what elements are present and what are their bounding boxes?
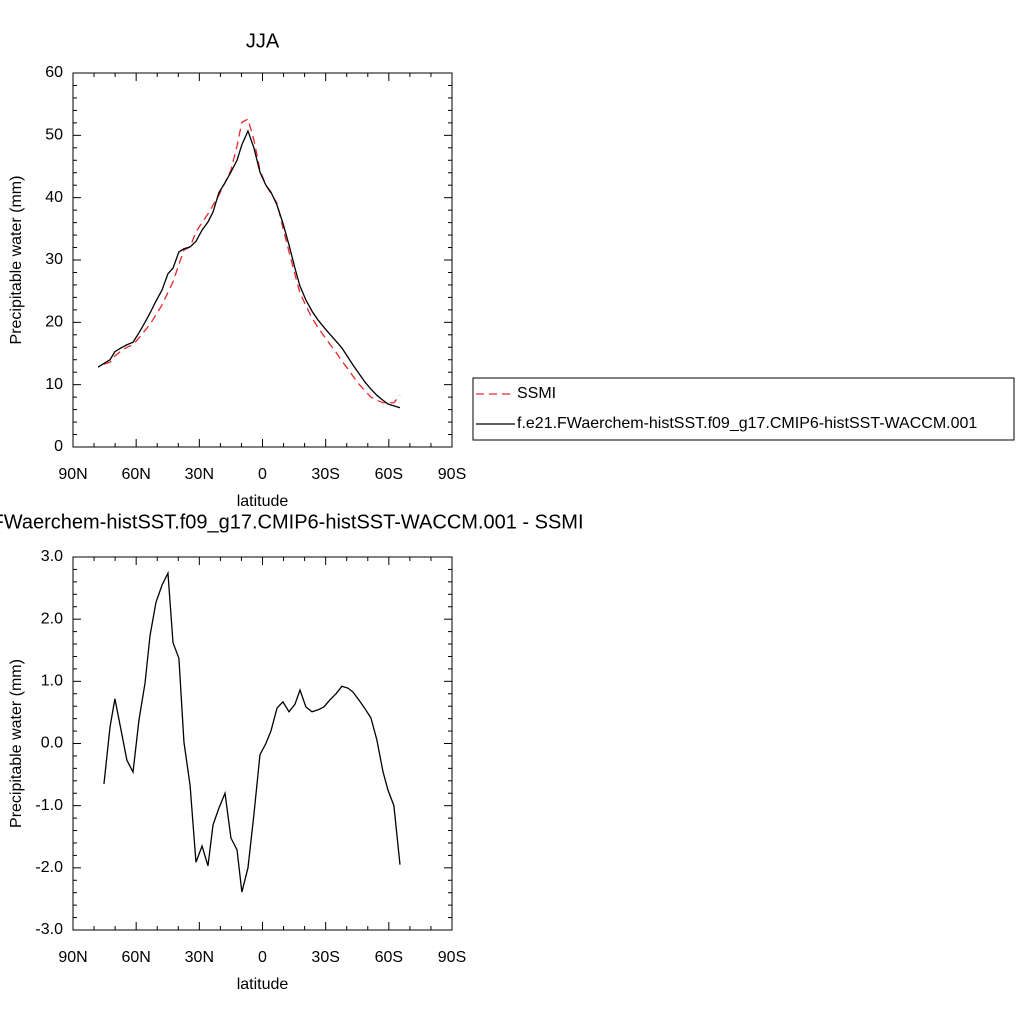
y-tick-label: 10 (45, 376, 63, 393)
x-tick-label: 30S (311, 466, 339, 483)
x-tick-label: 0 (258, 949, 267, 966)
x-tick-label: 30N (185, 466, 214, 483)
y-tick-label: 2.0 (41, 610, 63, 627)
x-tick-label: 0 (258, 466, 267, 483)
x-tick-label: 30N (185, 949, 214, 966)
legend-box (472, 377, 1015, 441)
x-tick-label: 90S (438, 949, 466, 966)
legend-label: f.e21.FWaerchem-histSST.f09_g17.CMIP6-hi… (517, 415, 977, 432)
x-tick-label: 60S (375, 949, 403, 966)
y-tick-label: -1.0 (35, 797, 63, 814)
x-tick-label: 60N (121, 949, 150, 966)
legend-label: SSMI (517, 385, 556, 402)
data-line (97, 129, 401, 409)
data-line (103, 118, 401, 404)
chart-title: f.e21.FWaerchem-histSST.f09_g17.CMIP6-hi… (0, 511, 584, 533)
chart-title: JJA (246, 30, 280, 52)
y-tick-label: -3.0 (35, 921, 63, 938)
x-tick-label: 90N (58, 949, 87, 966)
plot-frame (72, 72, 453, 448)
y-tick-label: 0 (54, 438, 63, 455)
x-tick-label: 90S (438, 466, 466, 483)
x-axis-label: latitude (237, 976, 289, 993)
y-tick-label: 60 (45, 64, 63, 81)
y-axis-label: Precipitable water (mm) (8, 176, 25, 345)
y-tick-label: 50 (45, 127, 63, 144)
plot-frame (72, 556, 453, 931)
x-tick-label: 30S (311, 949, 339, 966)
x-tick-label: 60S (375, 466, 403, 483)
y-tick-label: 0.0 (41, 735, 63, 752)
x-tick-label: 90N (58, 466, 87, 483)
y-tick-label: -2.0 (35, 859, 63, 876)
y-tick-label: 3.0 (41, 548, 63, 565)
y-axis-label: Precipitable water (mm) (8, 659, 25, 828)
x-axis-label: latitude (237, 493, 289, 510)
x-tick-label: 60N (121, 466, 150, 483)
y-tick-label: 30 (45, 251, 63, 268)
data-line (103, 570, 401, 893)
y-tick-label: 20 (45, 314, 63, 331)
y-tick-label: 1.0 (41, 673, 63, 690)
y-tick-label: 40 (45, 189, 63, 206)
